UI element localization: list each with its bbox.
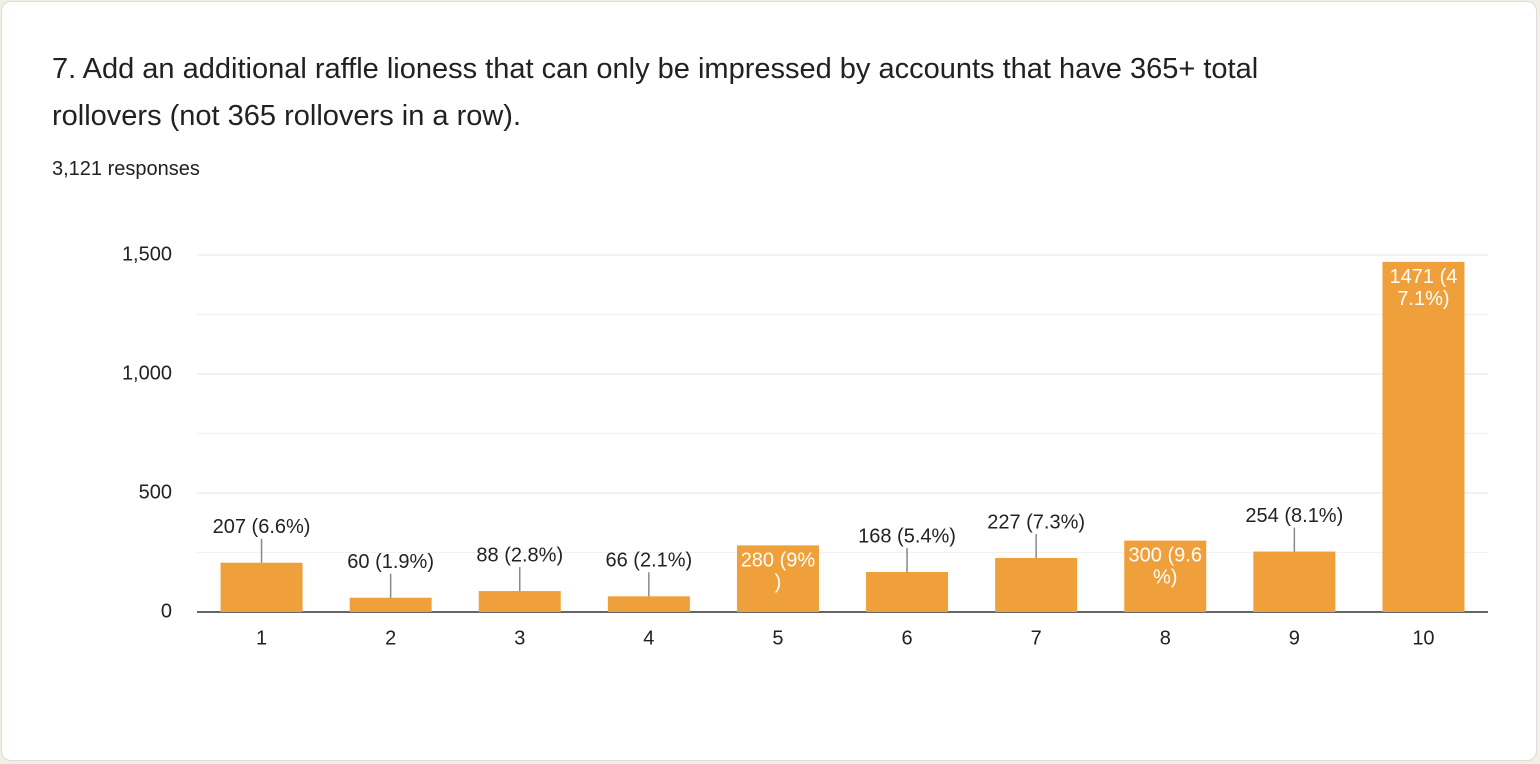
bar	[866, 572, 949, 612]
x-tick-label: 9	[1289, 627, 1300, 649]
bar	[349, 597, 432, 612]
bar	[1124, 540, 1207, 612]
value-label: 300 (9.6%)	[1129, 545, 1202, 589]
value-label: 207 (6.6%)	[213, 516, 311, 538]
value-label: 168 (5.4%)	[858, 525, 956, 547]
x-tick-label: 4	[643, 627, 654, 649]
value-label: 88 (2.8%)	[476, 544, 563, 566]
x-tick-label: 5	[772, 627, 783, 649]
y-tick-label: 1,000	[122, 362, 172, 384]
bar	[607, 596, 690, 612]
x-tick-label: 6	[901, 627, 912, 649]
x-tick-label: 8	[1160, 627, 1171, 649]
value-label: 254 (8.1%)	[1245, 505, 1343, 527]
x-tick-label: 7	[1031, 627, 1042, 649]
value-label: 280 (9%)	[741, 550, 816, 594]
x-tick-label: 10	[1412, 627, 1434, 649]
x-tick-label: 3	[514, 627, 525, 649]
bar	[1382, 261, 1465, 612]
x-tick-label: 1	[256, 627, 267, 649]
value-label: 66 (2.1%)	[605, 550, 692, 572]
y-tick-label: 1,500	[122, 243, 172, 265]
bar	[478, 591, 561, 612]
value-label: 227 (7.3%)	[987, 511, 1085, 533]
y-tick-label: 500	[139, 481, 172, 503]
bar	[1253, 551, 1336, 612]
chart-title: 7. Add an additional raffle lioness that…	[52, 53, 1259, 132]
value-label: 60 (1.9%)	[347, 551, 434, 573]
value-label: 1471 (4 7.1%)	[1390, 266, 1458, 310]
x-tick-label: 2	[385, 627, 396, 649]
bar	[220, 562, 303, 612]
y-tick-label: 0	[161, 600, 172, 622]
bar	[736, 545, 819, 612]
response-count: 3,121 responses	[52, 158, 200, 180]
bar	[995, 557, 1078, 612]
